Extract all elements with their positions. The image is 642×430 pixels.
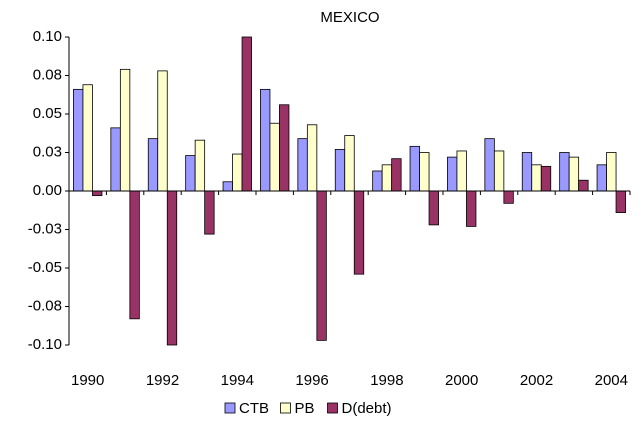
bar [456,150,467,192]
bar [185,155,196,192]
legend-swatch [280,402,291,414]
bar [615,190,626,213]
bar [279,104,290,192]
bar [578,179,589,192]
x-tick-label: 1998 [370,372,403,389]
bar [372,170,383,192]
bar [568,156,580,192]
y-tick-label: -0.05 [28,259,62,276]
x-tick-label: 1992 [146,372,179,389]
y-tick-label: -0.08 [28,297,62,314]
bar [232,153,243,192]
bar [521,152,533,192]
bar [559,152,570,192]
legend-swatch [327,402,338,414]
bar [316,190,327,341]
bar [344,135,355,192]
bar [306,124,318,192]
bar [493,150,505,192]
bar [466,190,477,227]
y-tick-label: 0.05 [33,105,62,122]
bar [334,149,346,192]
bar [157,70,168,192]
x-tick-label: 1990 [71,372,104,389]
bar [606,152,617,192]
bar [484,138,495,192]
x-tick-label: 2004 [595,372,628,389]
bar [596,164,607,192]
legend-swatch [224,402,236,414]
x-tick-label: 1994 [221,372,254,389]
bar [241,36,252,192]
bar [119,68,131,192]
bar [503,190,514,204]
bar [147,138,159,192]
bar [391,158,402,192]
legend-label: PB [295,400,315,417]
bar [353,190,365,275]
y-tick-label: -0.03 [28,220,62,237]
y-tick-label: 0.00 [33,182,62,199]
y-tick-label: 0.08 [33,66,62,83]
bar [82,84,93,192]
bar [531,164,542,192]
bar [73,88,84,192]
bar [269,122,280,192]
bar [447,156,458,192]
bar [409,145,420,192]
bar [166,190,178,346]
bar [297,138,308,192]
bar [204,190,215,235]
y-tick-label: 0.03 [33,143,62,160]
bar [419,152,430,192]
legend-label: D(debt) [342,400,392,417]
bar [92,190,103,197]
y-tick-label: -0.10 [28,336,62,353]
bar [540,165,552,192]
bar [110,127,121,192]
y-tick-label: 0.10 [33,28,62,45]
bar [129,190,140,320]
bar [222,181,233,192]
x-tick-label: 2002 [520,372,553,389]
bar [381,164,393,192]
legend-label: CTB [239,400,269,417]
chart-title: MEXICO [320,9,379,26]
x-tick-label: 2000 [445,372,478,389]
bar [428,190,439,226]
x-tick-label: 1996 [295,372,328,389]
bar [260,88,271,192]
bar [194,139,206,192]
